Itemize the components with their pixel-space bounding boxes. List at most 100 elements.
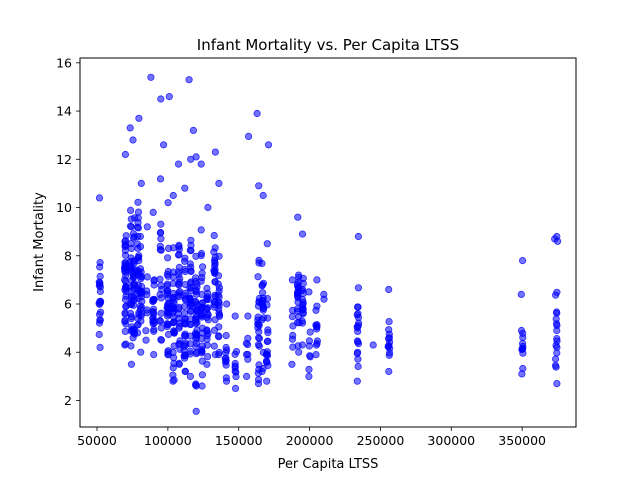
data-point [133,223,142,231]
data-point [169,302,177,311]
data-point [313,302,321,310]
data-point [137,317,145,325]
data-point [263,294,272,303]
data-point [204,203,212,212]
data-point [163,321,171,329]
data-point [204,352,212,361]
data-point [121,150,130,159]
data-point [243,372,251,380]
x-tick-label: 50000 [77,433,117,448]
data-point [127,244,136,253]
data-point [215,312,224,320]
data-point [354,303,362,311]
data-point [385,351,393,359]
data-point [127,223,135,231]
data-point [134,329,142,337]
data-point [165,93,173,101]
data-point [369,341,377,349]
data-point [163,280,171,288]
data-point [354,362,362,371]
data-point [354,355,362,363]
data-point [263,301,271,309]
data-point [211,148,219,156]
data-point [135,114,143,122]
y-tick-label: 12 [56,152,72,167]
data-point [354,284,362,292]
data-point [232,368,240,376]
data-point [553,334,561,343]
data-point [186,302,194,310]
data-point [214,272,223,280]
data-point [305,337,313,345]
data-point [313,321,321,329]
y-axis: 2 4 6 8 10 12 14 16 [56,55,80,408]
data-point [253,109,261,118]
data-point [96,343,104,351]
data-point [215,323,223,331]
data-point [169,371,177,379]
data-point [385,285,393,294]
data-point [385,326,393,334]
data-point [553,349,561,357]
chart-title: Infant Mortality vs. Per Capita LTSS [197,36,459,54]
data-point [150,281,158,289]
data-point [95,330,103,339]
data-point [215,252,223,260]
data-point [187,236,195,244]
data-points [95,73,562,415]
data-point [221,358,230,366]
data-point [255,328,263,336]
data-point [136,302,144,310]
data-point [96,263,104,271]
data-point [519,364,527,373]
data-point [223,346,231,354]
data-point [385,317,393,326]
data-point [232,347,241,356]
data-point [517,290,525,298]
data-point [189,126,197,134]
data-point [294,213,302,221]
data-point [127,360,135,368]
data-point [214,291,222,299]
data-point [215,348,223,356]
data-point [157,309,165,317]
data-point [143,306,151,314]
data-point [163,290,171,299]
data-point [262,357,270,365]
data-point [255,182,263,190]
data-point [299,279,307,288]
data-point [264,141,273,149]
data-point [203,293,212,301]
data-point [320,290,328,298]
data-point [150,327,158,335]
data-point [203,313,211,321]
data-point [519,349,527,357]
data-point [255,334,263,343]
data-point [121,317,129,326]
data-point [203,284,211,292]
data-point [156,275,164,283]
data-point [215,179,223,187]
data-point [305,365,313,373]
data-point [254,320,262,328]
x-axis-label: Per Capita LTSS [278,457,379,472]
data-point [185,76,193,84]
data-point [192,153,200,161]
data-point [142,336,150,344]
data-point [254,273,262,281]
data-point [204,329,212,337]
data-point [299,300,307,308]
data-point [174,160,183,168]
data-point [298,341,306,349]
data-point [244,340,252,349]
data-point [210,342,218,350]
data-point [170,328,178,336]
plot-area-frame [79,57,577,428]
data-point [245,132,253,140]
x-tick-label: 350000 [498,433,546,448]
data-point [143,291,151,299]
data-point [157,220,165,228]
data-point [181,184,189,192]
y-tick-label: 4 [64,345,72,360]
